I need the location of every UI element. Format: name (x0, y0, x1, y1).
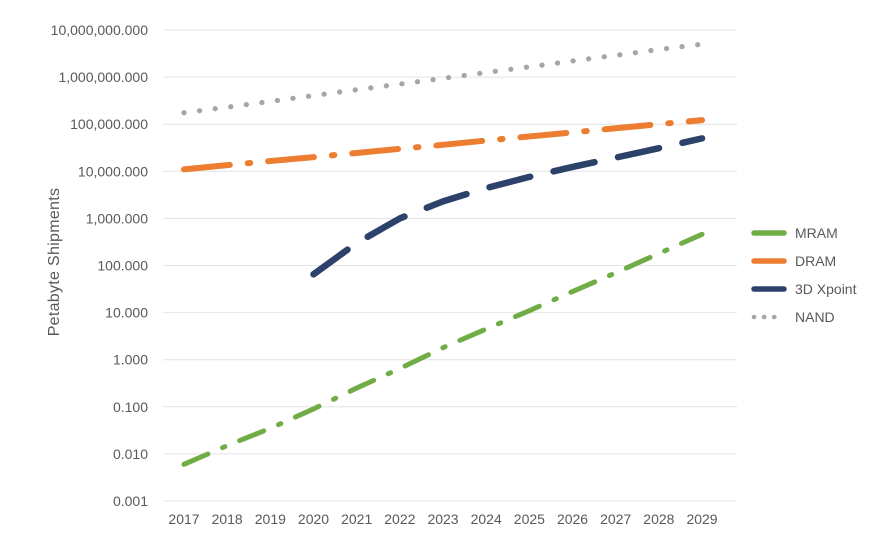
y-tick-label: 10,000,000.000 (51, 22, 149, 38)
x-tick-label: 2019 (255, 511, 286, 527)
x-tick-label: 2017 (168, 511, 199, 527)
y-tick-label: 0.100 (113, 399, 148, 415)
legend-swatch-dram (751, 258, 787, 264)
series-line-nand (181, 41, 705, 116)
y-tick-label: 10,000.000 (78, 163, 148, 179)
y-tick-label: 1,000,000.000 (58, 69, 148, 85)
x-tick-label: 2026 (557, 511, 588, 527)
x-tick-label: 2029 (686, 511, 717, 527)
legend-label-mram: MRAM (795, 225, 838, 241)
legend-label-nand: NAND (795, 309, 835, 325)
legend-swatch-mram (751, 230, 787, 236)
x-tick-label: 2022 (384, 511, 415, 527)
legend-label-dram: DRAM (795, 253, 837, 269)
series-line-dram (181, 117, 706, 173)
y-tick-label: 10.000 (105, 305, 148, 321)
x-tick-label: 2020 (298, 511, 329, 527)
x-tick-label: 2025 (514, 511, 545, 527)
series-line-3d-xpoint (310, 135, 706, 278)
legend: MRAM DRAM 3D Xpoint NAND (751, 219, 856, 331)
series-line-mram (181, 231, 705, 467)
x-tick-label: 2024 (471, 511, 502, 527)
y-tick-label: 0.001 (113, 493, 148, 509)
x-tick-label: 2018 (212, 511, 243, 527)
legend-item-3d-xpoint: 3D Xpoint (751, 275, 856, 303)
x-tick-label: 2028 (643, 511, 674, 527)
legend-swatch-nand (751, 314, 787, 320)
x-tick-label: 2027 (600, 511, 631, 527)
legend-item-mram: MRAM (751, 219, 856, 247)
legend-item-dram: DRAM (751, 247, 856, 275)
y-tick-label: 100.000 (97, 258, 148, 274)
x-tick-label: 2023 (427, 511, 458, 527)
y-tick-label: 0.010 (113, 446, 148, 462)
y-tick-label: 100,000.000 (70, 116, 148, 132)
x-tick-label: 2021 (341, 511, 372, 527)
y-tick-label: 1,000.000 (86, 210, 148, 226)
y-tick-label: 1.000 (113, 352, 148, 368)
legend-label-3d-xpoint: 3D Xpoint (795, 281, 857, 297)
legend-swatch-3d-xpoint (751, 286, 787, 292)
legend-item-nand: NAND (751, 303, 856, 331)
